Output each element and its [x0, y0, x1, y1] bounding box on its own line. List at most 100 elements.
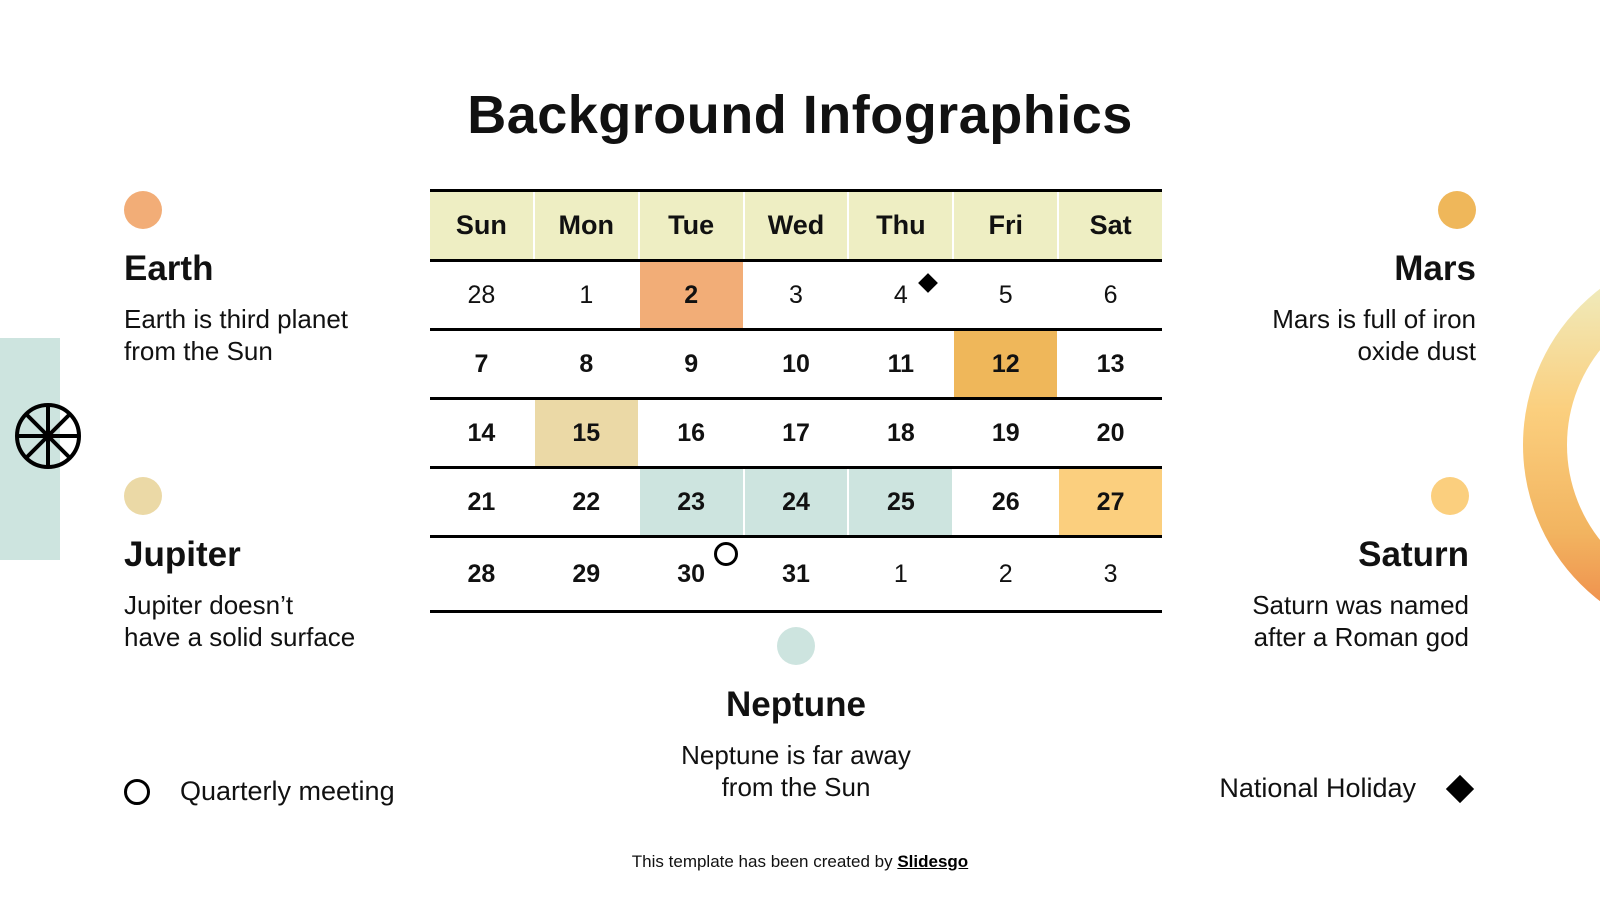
- day-number: 11: [887, 349, 915, 378]
- footer-text: This template has been created by: [631, 852, 898, 871]
- saturn-dot: [1431, 477, 1469, 515]
- desc-line: Jupiter doesn’t: [124, 590, 294, 620]
- desc-line: after a Roman god: [1253, 622, 1469, 652]
- calendar-header: Sun Mon Tue Wed Thu Fri Sat: [430, 189, 1163, 262]
- planet-neptune: Neptune Neptune is far away from the Sun: [646, 627, 946, 803]
- day-number: 9: [684, 349, 699, 378]
- day-number: 29: [572, 559, 601, 588]
- calendar-day-cell[interactable]: 15: [534, 400, 638, 466]
- calendar-day-cell[interactable]: 1: [535, 262, 638, 328]
- holiday-diamond-icon: [918, 273, 939, 293]
- calendar-day-cell[interactable]: 12: [954, 331, 1058, 397]
- planet-description: Saturn was named after a Roman god: [1169, 589, 1469, 653]
- calendar-day-cell[interactable]: 2: [954, 538, 1057, 610]
- calendar-day-cell[interactable]: 23: [639, 469, 743, 535]
- calendar-day-cell[interactable]: 3: [745, 262, 848, 328]
- calendar-day-cell[interactable]: 14: [430, 400, 533, 466]
- day-number: 3: [789, 280, 803, 309]
- day-number: 31: [782, 559, 810, 588]
- calendar-day-cell[interactable]: 16: [640, 400, 743, 466]
- neptune-dot: [777, 627, 815, 665]
- calendar-day-cell[interactable]: 26: [954, 469, 1057, 535]
- day-number: 23: [677, 487, 706, 516]
- earth-dot: [124, 191, 162, 229]
- weekday-mon: Mon: [534, 192, 638, 259]
- desc-line: from the Sun: [721, 772, 871, 802]
- calendar-day-cell[interactable]: 27: [1059, 469, 1163, 535]
- calendar-day-cell[interactable]: 1: [849, 538, 952, 610]
- calendar: Sun Mon Tue Wed Thu Fri Sat 28 1 2 3 4 5 6 7 8 9 1…: [430, 189, 1163, 613]
- day-number: 2: [998, 559, 1013, 588]
- calendar-week-row: 28 1 2 3 4 5 6: [430, 262, 1162, 331]
- day-number: 19: [991, 418, 1020, 447]
- desc-line: Earth is third planet: [124, 304, 349, 334]
- day-number: 7: [474, 349, 489, 378]
- calendar-day-cell[interactable]: 4: [849, 262, 952, 328]
- planet-description: Mars is full of iron oxide dust: [1176, 303, 1476, 367]
- calendar-body: 28 1 2 3 4 5 6 7 8 9 10 11 12 13 14 15 16 17 18 19 20 21 22 23 2…: [430, 262, 1163, 613]
- calendar-day-cell[interactable]: 28: [430, 262, 533, 328]
- legend-label: National Holiday: [1219, 773, 1416, 803]
- day-number: 30: [677, 559, 706, 588]
- calendar-day-cell[interactable]: 5: [954, 262, 1057, 328]
- day-number: 25: [886, 487, 915, 516]
- calendar-day-cell[interactable]: 22: [535, 469, 638, 535]
- calendar-day-cell[interactable]: 24: [744, 469, 848, 535]
- desc-line: Mars is full of iron: [1272, 304, 1476, 334]
- meeting-circle-icon: [713, 542, 738, 566]
- planet-saturn: Saturn Saturn was named after a Roman go…: [1169, 477, 1469, 653]
- day-number: 16: [677, 418, 706, 447]
- day-number: 6: [1103, 280, 1118, 309]
- calendar-day-cell[interactable]: 9: [640, 331, 743, 397]
- desc-line: Saturn was named: [1252, 590, 1469, 620]
- legend-quarterly-meeting: Quarterly meeting: [124, 776, 395, 807]
- jupiter-dot: [124, 477, 162, 515]
- day-number: 1: [579, 280, 594, 309]
- planet-name: Earth: [124, 249, 214, 288]
- desc-line: have a solid surface: [124, 622, 356, 652]
- calendar-day-cell[interactable]: 25: [849, 469, 953, 535]
- planet-description: Jupiter doesn’t have a solid surface: [124, 589, 424, 653]
- weekday-wed: Wed: [744, 192, 848, 259]
- calendar-day-cell[interactable]: 17: [745, 400, 848, 466]
- calendar-day-cell[interactable]: 21: [430, 469, 533, 535]
- day-number: 14: [467, 418, 496, 447]
- planet-name: Mars: [1394, 249, 1476, 288]
- calendar-day-cell[interactable]: 11: [849, 331, 952, 397]
- day-number: 5: [998, 280, 1013, 309]
- calendar-day-cell[interactable]: 30: [640, 538, 743, 610]
- wheel-icon: [15, 403, 81, 469]
- day-number: 3: [1103, 559, 1118, 588]
- calendar-day-cell[interactable]: 6: [1059, 262, 1162, 328]
- calendar-day-cell[interactable]: 8: [535, 331, 638, 397]
- footer-credit: This template has been created by Slides…: [0, 852, 1600, 872]
- weekday-sun: Sun: [430, 192, 533, 259]
- calendar-day-cell[interactable]: 31: [745, 538, 848, 610]
- planet-description: Neptune is far away from the Sun: [646, 739, 946, 803]
- day-number: 1: [893, 559, 908, 588]
- day-number: 28: [467, 280, 496, 309]
- calendar-day-cell[interactable]: 18: [849, 400, 952, 466]
- calendar-day-cell[interactable]: 28: [430, 538, 533, 610]
- calendar-day-cell[interactable]: 2: [639, 262, 743, 328]
- calendar-day-cell[interactable]: 7: [430, 331, 533, 397]
- weekday-fri: Fri: [954, 192, 1058, 259]
- day-number: 21: [467, 487, 496, 516]
- page-title: Background Infographics: [467, 85, 1133, 145]
- planet-description: Earth is third planet from the Sun: [124, 303, 424, 367]
- calendar-day-cell[interactable]: 3: [1059, 538, 1162, 610]
- calendar-week-row: 7 8 9 10 11 12 13: [430, 331, 1162, 400]
- calendar-day-cell[interactable]: 13: [1059, 331, 1162, 397]
- desc-line: Neptune is far away: [681, 740, 911, 770]
- legend-label: Quarterly meeting: [180, 776, 395, 806]
- calendar-day-cell[interactable]: 19: [954, 400, 1057, 466]
- calendar-day-cell[interactable]: 20: [1059, 400, 1162, 466]
- calendar-day-cell[interactable]: 10: [745, 331, 848, 397]
- day-number: 15: [572, 418, 601, 447]
- diamond-icon: [1445, 774, 1475, 803]
- day-number: 2: [684, 280, 699, 309]
- slidesgo-link[interactable]: Slidesgo: [897, 852, 969, 871]
- day-number: 18: [886, 418, 915, 447]
- calendar-day-cell[interactable]: 29: [535, 538, 638, 610]
- weekday-tue: Tue: [639, 192, 743, 259]
